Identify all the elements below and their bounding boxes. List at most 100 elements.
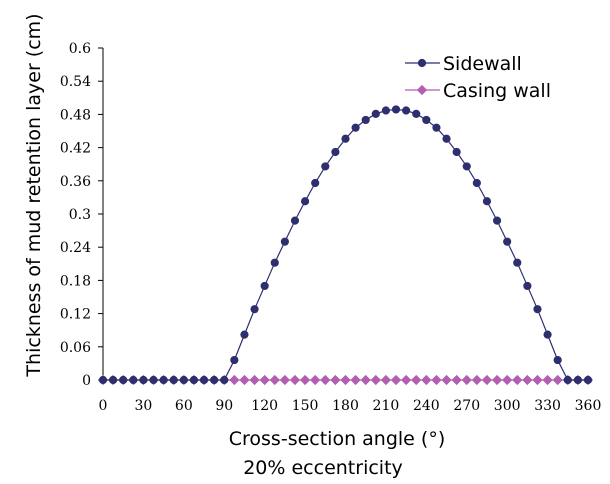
data-point [350,374,361,386]
data-point [381,106,391,115]
data-point [492,216,502,225]
data-point [189,375,199,385]
data-point [310,374,321,386]
data-point [331,147,340,157]
data-point [129,375,138,385]
data-point [502,374,513,386]
data-point [361,115,370,125]
data-point [169,375,178,385]
data-point [451,374,462,386]
x-tick-label: 90 [215,398,233,414]
series-sidewall [98,105,593,385]
data-point [230,355,239,365]
y-tick-label: 0 [82,373,91,389]
data-point [402,106,411,115]
data-point [239,374,250,386]
data-point [340,374,351,386]
data-point [370,374,381,386]
y-tick-label: 0.18 [60,273,91,289]
data-point [481,374,493,386]
data-point [321,162,330,171]
data-point [552,374,563,386]
y-tick-label: 0.42 [60,141,91,157]
data-point [532,374,543,386]
data-point [341,134,350,143]
y-tick-label: 0.3 [69,207,91,223]
data-point [401,374,412,386]
data-point [240,330,249,339]
data-point [259,374,270,386]
data-point [351,123,360,132]
x-tick-label: 210 [373,398,400,414]
data-point [513,258,522,267]
y-tick-label: 0.54 [60,74,91,90]
data-point [311,178,320,188]
data-point [159,375,168,385]
y-axis-title: Thickness of mud retention layer (cm) [23,13,45,377]
data-point [210,375,219,385]
data-point [199,375,209,385]
data-point [431,374,442,386]
data-point [149,375,158,385]
legend-item: Sidewall [405,53,522,75]
data-point [441,374,452,386]
legend-label: Sidewall [443,53,522,75]
data-point [461,374,472,386]
data-point [471,374,482,386]
data-point [300,197,310,206]
x-tick-label: 30 [135,398,153,414]
axis-ticks: 0 0.06 0.12 0.18 0.24 0.3 0.36 0.42 0.48 0.54 0.6 0… [60,41,602,414]
x-axis-subtitle: 20% eccentricity [243,457,403,479]
x-tick-label: 360 [575,398,602,414]
data-point [279,374,290,386]
y-tick-label: 0.06 [60,340,91,356]
data-point [98,375,108,385]
legend-item: Casing wall [405,80,551,102]
data-point [512,374,523,386]
x-tick-label: 150 [292,398,319,414]
data-point [442,134,451,143]
data-point [119,375,128,385]
data-point [220,375,229,385]
data-point [371,109,380,118]
data-point [229,374,240,386]
legend-marker [416,84,428,96]
x-tick-label: 330 [534,398,561,414]
data-point [280,237,289,246]
data-point [542,374,553,386]
x-tick-label: 60 [175,398,193,414]
data-point [522,374,533,386]
y-tick-label: 0.24 [60,240,91,256]
data-point [269,374,280,386]
data-point [573,375,582,385]
data-point [491,374,503,386]
data-point [320,374,331,386]
data-point [330,374,341,386]
data-point [109,375,118,385]
data-point [249,374,260,386]
data-point [390,374,402,386]
x-tick-label: 270 [453,398,480,414]
data-point [421,374,432,386]
data-point [452,147,461,157]
data-point [391,105,401,114]
y-tick-label: 0.6 [69,41,91,57]
data-point [462,162,471,171]
data-point [179,375,188,385]
plot-series [97,105,594,386]
y-tick-label: 0.48 [60,107,91,123]
legend-label: Casing wall [443,80,551,102]
data-point [260,281,269,291]
data-point [411,374,422,386]
data-point [289,374,301,386]
data-point [139,375,148,385]
data-point [553,355,562,365]
x-axis-title: Cross-section angle (°) [229,428,446,450]
data-point [472,178,481,188]
data-point [250,305,259,314]
data-point [432,123,441,132]
data-point [290,216,300,225]
series-line [103,108,588,381]
data-point [523,281,532,291]
